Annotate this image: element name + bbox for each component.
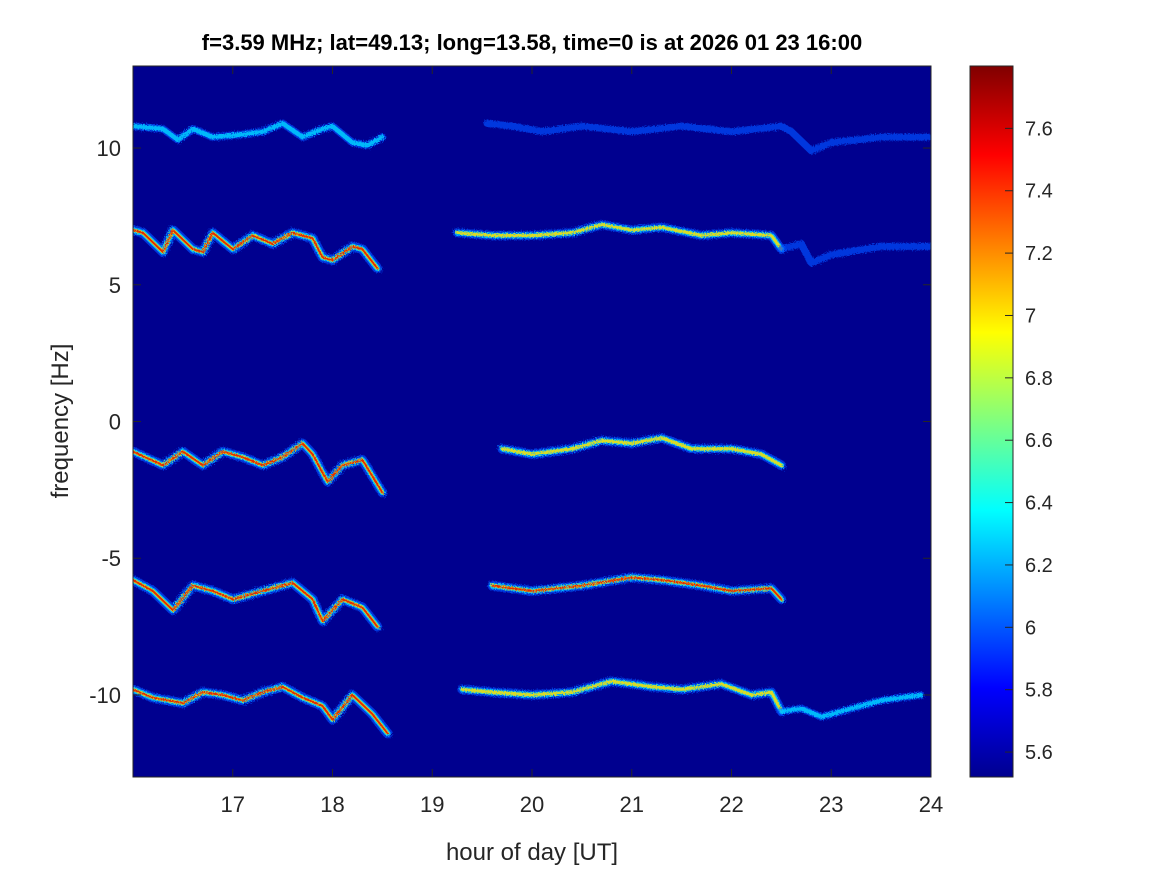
trace-layer: [491, 576, 783, 601]
trace-layer: [460, 679, 784, 714]
colorbar-tick-label: 7.2: [1025, 243, 1053, 265]
colorbar-tick-label: 7.6: [1025, 118, 1053, 140]
colorbar-tick-label: 6.6: [1025, 430, 1053, 452]
trace-7Hz-tail: [777, 240, 931, 267]
colorbar-tick-label: 5.8: [1025, 680, 1053, 702]
trace--1Hz-early: [133, 438, 388, 498]
colorbar-tick-label: 5.6: [1025, 742, 1053, 764]
trace-layer: [779, 692, 924, 720]
x-axis: 17 18 19 20 21 22 23 24: [221, 66, 943, 817]
y-tick-label: 0: [109, 410, 121, 435]
trace--6Hz-late: [487, 572, 787, 605]
trace-layer: [133, 442, 384, 494]
colorbar-tick-label: 6: [1025, 617, 1036, 639]
colorbar-ticks: 5.6 5.8 6 6.2 6.4 6.6 6.8 7 7.2 7.4 7.6: [1005, 118, 1053, 764]
y-axis-label: frequency [Hz]: [47, 344, 74, 499]
colorbar-tick-label: 6.8: [1025, 368, 1053, 390]
trace-layer: [133, 685, 389, 735]
chart-title: f=3.59 MHz; lat=49.13; long=13.58, time=…: [202, 30, 862, 55]
colorbar-tick-label: 7: [1025, 305, 1036, 327]
x-tick-label: 21: [620, 792, 644, 817]
trace--10Hz-late: [457, 676, 787, 717]
trace--1Hz-late: [497, 433, 787, 470]
x-tick-label: 20: [520, 792, 544, 817]
y-tick-label: -10: [89, 683, 121, 708]
trace-layer: [133, 121, 385, 148]
spectrogram-traces: [133, 119, 931, 739]
trace--10Hz-tail: [777, 691, 925, 721]
trace-layer: [455, 223, 783, 251]
y-tick-label: -5: [101, 546, 121, 571]
colorbar-tick-label: 6.4: [1025, 493, 1053, 515]
trace--6Hz-early: [133, 575, 383, 632]
x-tick-label: 18: [320, 792, 344, 817]
x-tick-label: 23: [819, 792, 843, 817]
trace-layer: [777, 240, 931, 267]
colorbar-tick-label: 6.2: [1025, 555, 1053, 577]
trace-7Hz-early: [133, 225, 383, 274]
colorbar: [969, 65, 1014, 778]
trace-10Hz-late: [483, 119, 931, 155]
colorbar-tick-label: 7.4: [1025, 181, 1053, 203]
x-tick-label: 19: [420, 792, 444, 817]
trace-layer: [483, 119, 931, 155]
trace-7Hz-late: [452, 220, 786, 254]
x-tick-label: 17: [221, 792, 245, 817]
trace-layer: [133, 579, 379, 628]
y-tick-label: 5: [109, 273, 121, 298]
y-tick-label: 10: [97, 136, 121, 161]
trace-layer: [133, 229, 379, 270]
x-axis-label: hour of day [UT]: [446, 839, 618, 866]
x-tick-label: 22: [719, 792, 743, 817]
x-tick-label: 24: [919, 792, 943, 817]
y-axis: -10 -5 0 5 10: [89, 136, 931, 708]
plot-background: [133, 66, 931, 777]
trace--10Hz-early: [133, 681, 393, 739]
trace-10Hz-early: [133, 119, 387, 150]
trace-layer: [500, 436, 784, 467]
